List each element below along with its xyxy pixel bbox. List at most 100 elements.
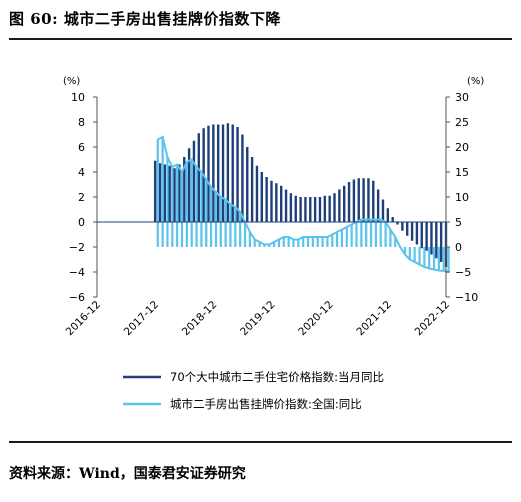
bar-mark [430,222,433,255]
line-point [438,269,440,272]
bar-mark [187,148,191,222]
bar-mark [212,124,215,222]
bar-mark [333,193,336,222]
line-fill-mark [268,244,271,247]
line-point [161,136,164,138]
line-fill-mark [302,237,305,247]
bar-mark [250,157,254,222]
line-fill-mark [205,179,208,247]
line-fill-mark [195,167,198,247]
line-point [379,218,382,221]
line-point [200,171,203,173]
line-fill-mark [321,237,324,247]
line-point [186,161,188,163]
line-fill-mark [384,222,387,247]
line-fill-mark [316,237,319,247]
line-point [316,236,319,238]
line-point [282,236,285,238]
line-point [350,223,353,226]
x-tick-label: 2019-12 [238,299,278,339]
bar-mark [241,134,244,222]
left-tick-label: 8 [78,116,85,129]
bar-mark [294,195,297,222]
line-point [210,186,212,188]
bar-mark [226,123,230,222]
right-tick-label: 30 [455,91,469,104]
line-point [341,228,343,231]
line-point [360,218,363,221]
line-point [346,226,348,228]
line-point [423,266,426,268]
bar-mark [309,197,312,222]
line-point [229,203,232,206]
bar-mark [168,165,171,222]
figure-title: 图 60: 城市二手房出售挂牌价指数下降 [9,10,281,28]
bar-mark [338,189,341,222]
line-fill-mark [345,227,348,247]
line-fill-mark [282,237,285,247]
line-point [370,218,372,221]
bar-mark [284,189,288,222]
line-fill-mark [209,187,213,247]
line-fill-mark [180,172,184,247]
line-point [190,158,193,161]
right-axis-unit: (%) [467,76,484,87]
line-fill-mark [214,192,218,247]
bar-mark [270,180,273,222]
line-fill-mark [277,239,281,247]
line-point [181,171,183,173]
bar-mark [173,168,176,222]
line-fill-mark [437,247,441,271]
line-point [253,238,256,241]
line-point [224,198,227,201]
left-tick-label: 10 [71,91,85,104]
line-fill-mark [156,139,159,247]
bar-mark [391,217,394,222]
line-fill-mark [311,237,314,247]
line-fill-mark [273,242,276,247]
line-fill-mark [340,229,344,247]
line-point [365,218,367,221]
bar-mark [323,195,327,222]
bar-mark [178,164,181,222]
right-tick-label: 20 [455,141,469,154]
line-fill-mark [258,242,261,247]
right-tick-label: 0 [455,241,462,254]
line-point [331,233,334,236]
left-axis-unit: (%) [63,76,80,87]
line-point [166,156,169,158]
bar-mark [158,163,162,222]
x-tick-label: 2018-12 [180,299,220,339]
bar-mark [289,193,293,222]
bar-mark [347,182,351,222]
line-point [249,231,251,233]
bar-mark [299,197,302,222]
bar-mark [362,178,365,222]
line-fill-mark [374,219,377,247]
line-fill-mark [403,247,407,255]
line-fill-mark [442,247,445,271]
line-fill-mark [229,204,232,247]
line-point [171,166,174,168]
bar-mark [313,197,317,222]
line-point [215,191,217,193]
bar-mark [207,125,210,222]
line-fill-mark [408,247,411,260]
x-tick-label: 2017-12 [122,299,162,339]
line-fill-mark [248,232,251,247]
x-tick-label: 2020-12 [296,299,336,339]
line-point [297,238,300,241]
bar-mark [304,197,307,222]
bar-mark [163,164,167,222]
line-fill-mark [224,199,227,247]
bar-mark [386,208,390,222]
top-rule [9,38,512,40]
line-point [234,206,237,208]
left-tick-label: −4 [69,266,85,279]
line-point [219,196,222,198]
line-fill-mark [253,239,256,247]
line-fill-mark [326,237,329,247]
line-point [399,246,401,248]
line-fill-mark [369,219,373,247]
